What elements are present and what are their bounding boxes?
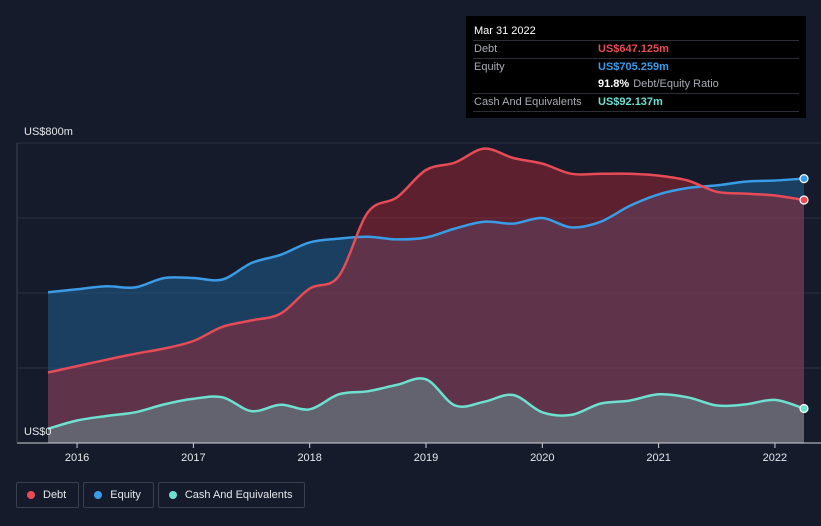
x-tick-label-2021: 2021 [646, 452, 670, 464]
cash-dot-icon [168, 491, 177, 499]
tooltip-cash-value: US$92.137m [598, 96, 663, 108]
tooltip-ratio-label: Debt/Equity Ratio [633, 78, 719, 90]
data-tooltip: Mar 31 2022 Debt US$647.125m Equity US$7… [466, 16, 806, 118]
tooltip-equity-label: Equity [474, 61, 505, 73]
tooltip-ratio-row: 91.8% Debt/Equity Ratio [473, 76, 799, 93]
legend-label-equity: Equity [110, 489, 141, 501]
line-layer [47, 147, 805, 430]
equity-line [47, 177, 805, 294]
tooltip-ratio-value: 91.8% [598, 78, 630, 90]
legend-label-cash: Cash And Equivalents [184, 489, 293, 501]
x-tick-label-2022: 2022 [763, 452, 787, 464]
axis-layer: 2016 2017 2018 2019 2020 2021 2022 [16, 143, 821, 464]
cash-line [47, 377, 805, 430]
x-tick-label-2016: 2016 [65, 452, 89, 464]
debt-dot-icon [27, 491, 35, 499]
debt-line [47, 147, 805, 374]
debt-endpoint-marker [799, 195, 809, 205]
debt-area [48, 148, 804, 443]
tooltip-equity-row: Equity US$705.259m [473, 58, 799, 76]
tooltip-ratio-spacer [473, 76, 598, 93]
y-axis-top-label: US$800m [24, 126, 73, 138]
tooltip-debt-value: US$647.125m [598, 43, 669, 55]
x-tick-label-2019: 2019 [414, 452, 438, 464]
legend-item-equity[interactable]: Equity [83, 482, 154, 508]
tooltip-date: Mar 31 2022 [474, 25, 536, 37]
tooltip-cash-row: Cash And Equivalents US$92.137m [473, 93, 799, 111]
cash-endpoint-marker [799, 403, 809, 414]
legend-item-cash[interactable]: Cash And Equivalents [157, 482, 306, 508]
tooltip-debt-row: Debt US$647.125m [473, 40, 799, 58]
area-layer [48, 148, 804, 443]
tooltip-ratio: 91.8% Debt/Equity Ratio [598, 76, 719, 93]
tooltip-equity-value: US$705.259m [598, 61, 669, 73]
equity-endpoint-marker [799, 174, 809, 184]
y-axis-bottom-label: US$0 [24, 426, 52, 438]
x-tick-label-2020: 2020 [530, 452, 554, 464]
legend-label-debt: Debt [43, 489, 67, 501]
x-tick-label-2018: 2018 [297, 452, 321, 464]
tooltip-bottom-border [473, 111, 799, 129]
x-tick-label-2017: 2017 [181, 452, 205, 464]
tooltip-debt-label: Debt [474, 43, 498, 55]
equity-dot-icon [94, 491, 103, 499]
cash-area [48, 378, 804, 443]
tooltip-cash-label: Cash And Equivalents [474, 96, 582, 108]
chart-legend: Debt Equity Cash And Equivalents [16, 482, 306, 508]
legend-item-debt[interactable]: Debt [16, 482, 80, 508]
equity-area [48, 178, 804, 443]
marker-layer [799, 174, 809, 414]
